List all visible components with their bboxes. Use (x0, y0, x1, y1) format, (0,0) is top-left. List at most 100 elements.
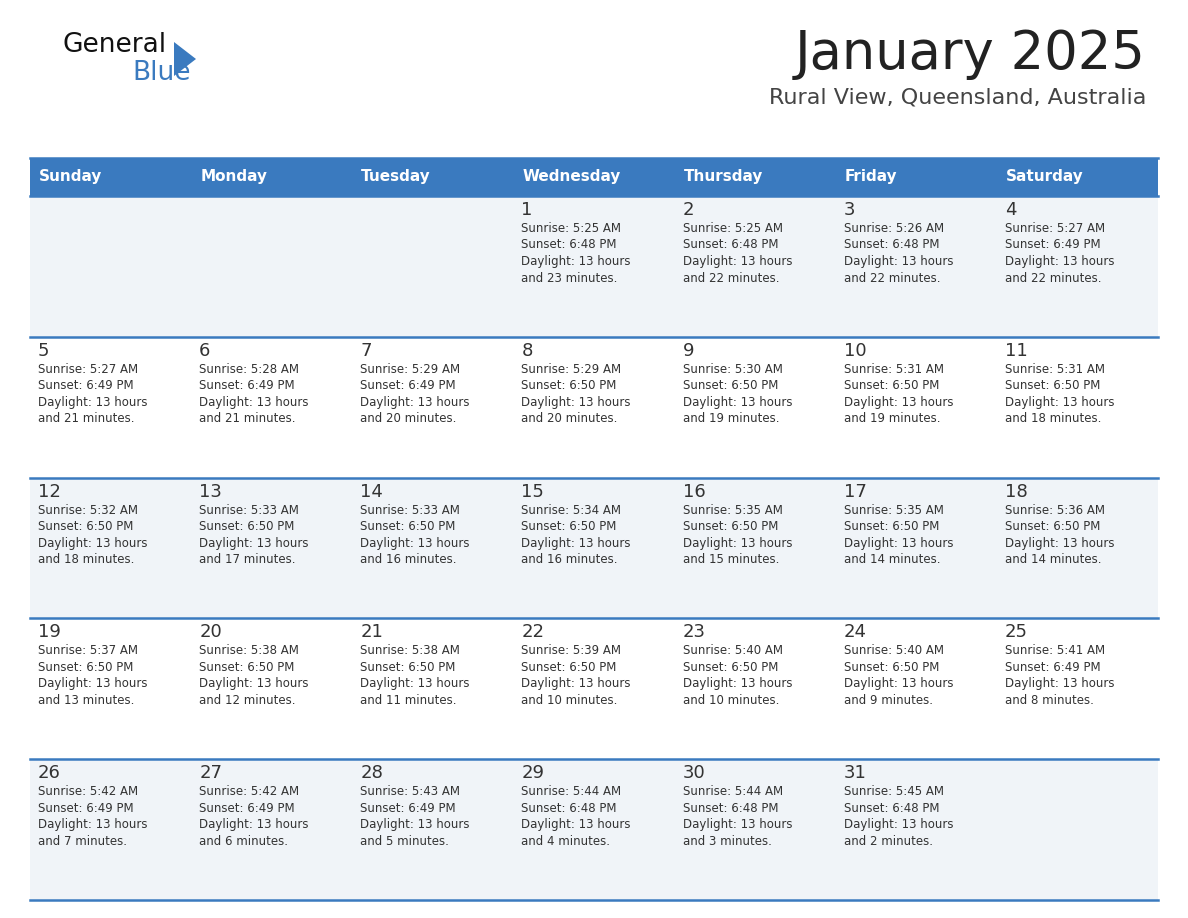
Text: and 11 minutes.: and 11 minutes. (360, 694, 456, 707)
Bar (30, 759, 1158, 900)
Text: Sunrise: 5:34 AM: Sunrise: 5:34 AM (522, 504, 621, 517)
Text: Sunrise: 5:39 AM: Sunrise: 5:39 AM (522, 644, 621, 657)
Text: 20: 20 (200, 623, 222, 642)
Text: 17: 17 (843, 483, 866, 500)
Text: Blue: Blue (132, 60, 190, 86)
Text: 25: 25 (1005, 623, 1028, 642)
Text: Daylight: 13 hours: Daylight: 13 hours (200, 537, 309, 550)
Text: and 14 minutes.: and 14 minutes. (843, 554, 940, 566)
Text: and 18 minutes.: and 18 minutes. (1005, 412, 1101, 425)
Text: and 23 minutes.: and 23 minutes. (522, 272, 618, 285)
Text: Daylight: 13 hours: Daylight: 13 hours (843, 677, 953, 690)
Text: and 8 minutes.: and 8 minutes. (1005, 694, 1094, 707)
Text: Sunset: 6:50 PM: Sunset: 6:50 PM (360, 661, 456, 674)
Text: 12: 12 (38, 483, 61, 500)
Text: and 12 minutes.: and 12 minutes. (200, 694, 296, 707)
Text: Daylight: 13 hours: Daylight: 13 hours (843, 255, 953, 268)
Text: Daylight: 13 hours: Daylight: 13 hours (360, 537, 469, 550)
Text: Daylight: 13 hours: Daylight: 13 hours (683, 677, 792, 690)
Text: Sunset: 6:50 PM: Sunset: 6:50 PM (683, 521, 778, 533)
Text: and 21 minutes.: and 21 minutes. (200, 412, 296, 425)
Text: Sunday: Sunday (39, 170, 102, 185)
Bar (191, 158, 353, 196)
Text: Sunset: 6:50 PM: Sunset: 6:50 PM (522, 521, 617, 533)
Bar (30, 619, 1158, 759)
Text: 1: 1 (522, 201, 532, 219)
Bar (675, 158, 835, 196)
Text: Sunset: 6:48 PM: Sunset: 6:48 PM (843, 801, 940, 814)
Bar (353, 158, 513, 196)
Text: and 21 minutes.: and 21 minutes. (38, 412, 134, 425)
Text: Daylight: 13 hours: Daylight: 13 hours (683, 537, 792, 550)
Polygon shape (173, 42, 196, 76)
Text: and 13 minutes.: and 13 minutes. (38, 694, 134, 707)
Text: 22: 22 (522, 623, 544, 642)
Text: and 22 minutes.: and 22 minutes. (843, 272, 940, 285)
Text: Wednesday: Wednesday (523, 170, 621, 185)
Text: 16: 16 (683, 483, 706, 500)
Text: Daylight: 13 hours: Daylight: 13 hours (683, 255, 792, 268)
Text: Daylight: 13 hours: Daylight: 13 hours (522, 537, 631, 550)
Bar (30, 477, 1158, 619)
Text: 3: 3 (843, 201, 855, 219)
Text: Rural View, Queensland, Australia: Rural View, Queensland, Australia (769, 88, 1146, 108)
Text: Sunrise: 5:27 AM: Sunrise: 5:27 AM (1005, 222, 1105, 235)
Text: Daylight: 13 hours: Daylight: 13 hours (200, 818, 309, 831)
Text: 28: 28 (360, 764, 384, 782)
Text: 11: 11 (1005, 341, 1028, 360)
Text: and 22 minutes.: and 22 minutes. (683, 272, 779, 285)
Text: 2: 2 (683, 201, 694, 219)
Text: Sunset: 6:50 PM: Sunset: 6:50 PM (200, 521, 295, 533)
Text: Sunrise: 5:33 AM: Sunrise: 5:33 AM (200, 504, 299, 517)
Text: Sunset: 6:50 PM: Sunset: 6:50 PM (683, 379, 778, 392)
Text: and 9 minutes.: and 9 minutes. (843, 694, 933, 707)
Text: and 19 minutes.: and 19 minutes. (683, 412, 779, 425)
Bar (835, 158, 997, 196)
Text: Sunset: 6:48 PM: Sunset: 6:48 PM (843, 239, 940, 252)
Text: Sunrise: 5:33 AM: Sunrise: 5:33 AM (360, 504, 460, 517)
Text: Sunset: 6:50 PM: Sunset: 6:50 PM (683, 661, 778, 674)
Text: Daylight: 13 hours: Daylight: 13 hours (522, 396, 631, 409)
Text: Daylight: 13 hours: Daylight: 13 hours (843, 537, 953, 550)
Text: Sunset: 6:50 PM: Sunset: 6:50 PM (843, 379, 939, 392)
Text: Daylight: 13 hours: Daylight: 13 hours (360, 818, 469, 831)
Text: Sunrise: 5:42 AM: Sunrise: 5:42 AM (38, 785, 138, 798)
Text: 31: 31 (843, 764, 866, 782)
Text: Daylight: 13 hours: Daylight: 13 hours (843, 396, 953, 409)
Text: Sunset: 6:49 PM: Sunset: 6:49 PM (1005, 661, 1100, 674)
Text: and 4 minutes.: and 4 minutes. (522, 834, 611, 847)
Text: Daylight: 13 hours: Daylight: 13 hours (200, 396, 309, 409)
Text: Sunrise: 5:35 AM: Sunrise: 5:35 AM (683, 504, 783, 517)
Text: and 17 minutes.: and 17 minutes. (200, 554, 296, 566)
Text: Sunset: 6:50 PM: Sunset: 6:50 PM (522, 379, 617, 392)
Text: Sunset: 6:50 PM: Sunset: 6:50 PM (38, 521, 133, 533)
Text: Sunrise: 5:26 AM: Sunrise: 5:26 AM (843, 222, 943, 235)
Text: Sunset: 6:48 PM: Sunset: 6:48 PM (683, 239, 778, 252)
Text: Sunrise: 5:30 AM: Sunrise: 5:30 AM (683, 363, 783, 375)
Text: Sunrise: 5:42 AM: Sunrise: 5:42 AM (200, 785, 299, 798)
Text: Sunrise: 5:43 AM: Sunrise: 5:43 AM (360, 785, 460, 798)
Text: 23: 23 (683, 623, 706, 642)
Text: Sunset: 6:50 PM: Sunset: 6:50 PM (1005, 379, 1100, 392)
Text: Sunset: 6:50 PM: Sunset: 6:50 PM (38, 661, 133, 674)
Text: and 5 minutes.: and 5 minutes. (360, 834, 449, 847)
Text: 7: 7 (360, 341, 372, 360)
Text: Sunrise: 5:37 AM: Sunrise: 5:37 AM (38, 644, 138, 657)
Text: and 15 minutes.: and 15 minutes. (683, 554, 779, 566)
Text: and 14 minutes.: and 14 minutes. (1005, 554, 1101, 566)
Text: 8: 8 (522, 341, 532, 360)
Text: Sunset: 6:49 PM: Sunset: 6:49 PM (360, 379, 456, 392)
Text: Sunrise: 5:44 AM: Sunrise: 5:44 AM (683, 785, 783, 798)
Text: 21: 21 (360, 623, 384, 642)
Text: Sunset: 6:50 PM: Sunset: 6:50 PM (522, 661, 617, 674)
Text: Daylight: 13 hours: Daylight: 13 hours (843, 818, 953, 831)
Text: Monday: Monday (200, 170, 267, 185)
Text: 26: 26 (38, 764, 61, 782)
Text: and 18 minutes.: and 18 minutes. (38, 554, 134, 566)
Text: 6: 6 (200, 341, 210, 360)
Text: Sunset: 6:48 PM: Sunset: 6:48 PM (683, 801, 778, 814)
Text: and 22 minutes.: and 22 minutes. (1005, 272, 1101, 285)
Text: Daylight: 13 hours: Daylight: 13 hours (200, 677, 309, 690)
Text: Sunset: 6:48 PM: Sunset: 6:48 PM (522, 239, 617, 252)
Text: Daylight: 13 hours: Daylight: 13 hours (38, 396, 147, 409)
